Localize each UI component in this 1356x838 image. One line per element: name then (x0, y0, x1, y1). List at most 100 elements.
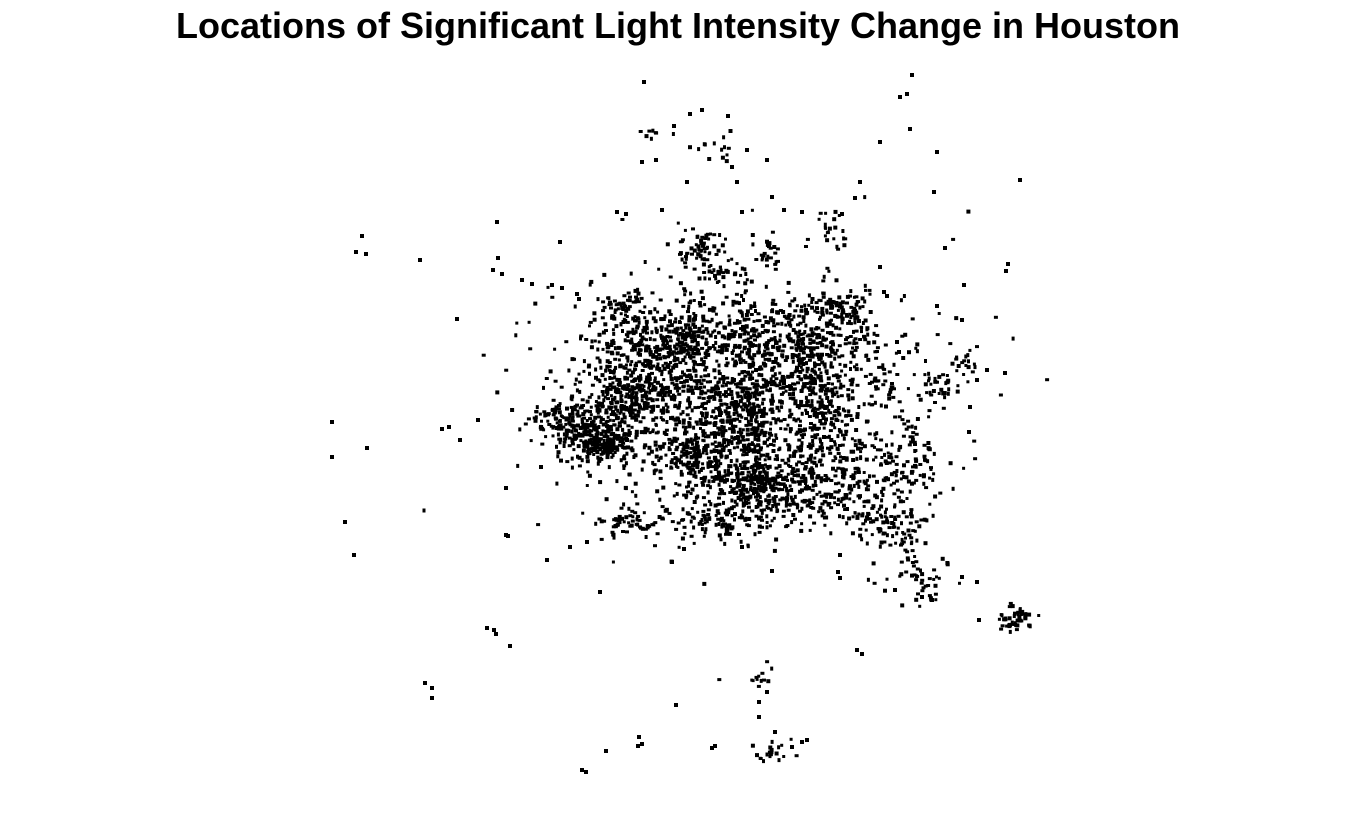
change-point (804, 395, 808, 400)
change-point (611, 453, 615, 458)
change-point (786, 290, 791, 294)
change-point (762, 406, 766, 410)
change-point (764, 383, 769, 387)
change-point (710, 271, 714, 274)
change-point (831, 382, 834, 386)
change-point (782, 208, 786, 212)
change-point (736, 445, 740, 449)
change-point (617, 514, 622, 518)
change-point (855, 456, 859, 461)
change-point (709, 264, 713, 267)
change-point (744, 460, 748, 464)
change-point (681, 384, 686, 388)
change-point (652, 522, 656, 527)
change-point (798, 346, 803, 350)
change-point (620, 516, 624, 521)
change-point (828, 429, 833, 433)
change-point (819, 389, 824, 393)
change-point (687, 396, 691, 400)
change-point (771, 476, 776, 480)
change-point (567, 444, 572, 448)
change-point (667, 448, 671, 451)
change-point (757, 530, 762, 534)
change-point (689, 291, 693, 296)
change-point (809, 404, 813, 409)
change-point (922, 481, 926, 486)
change-point (768, 745, 773, 750)
change-point (796, 323, 800, 327)
change-point (690, 388, 695, 393)
change-point (962, 359, 967, 363)
change-point (721, 375, 726, 378)
change-point (732, 345, 737, 349)
change-point (586, 449, 590, 454)
change-point (755, 479, 760, 483)
change-point (714, 253, 719, 256)
change-point (721, 271, 726, 275)
change-point (608, 370, 613, 374)
change-point (789, 323, 793, 328)
change-point (750, 441, 754, 445)
change-point (854, 329, 859, 333)
change-point (799, 433, 803, 437)
change-point (765, 158, 769, 162)
change-point (819, 422, 824, 426)
change-point (735, 474, 740, 478)
change-point (808, 341, 812, 345)
change-point (803, 427, 807, 432)
change-point (540, 442, 545, 446)
change-point (754, 505, 758, 509)
change-point (780, 458, 785, 462)
change-point (688, 112, 692, 116)
change-point (796, 445, 800, 449)
change-point (619, 405, 624, 409)
change-point (870, 506, 875, 510)
change-point (755, 465, 760, 470)
change-point (574, 377, 578, 382)
change-point (738, 333, 743, 337)
change-point (725, 513, 730, 517)
change-point (842, 503, 846, 508)
change-point (627, 368, 632, 372)
change-point (925, 518, 929, 523)
change-point (821, 295, 826, 299)
change-point (687, 512, 692, 516)
change-point (556, 432, 560, 437)
change-point (541, 426, 545, 430)
change-point (546, 285, 550, 289)
change-point (683, 289, 688, 293)
change-point (621, 441, 626, 445)
change-point (679, 381, 684, 384)
change-point (772, 381, 777, 385)
change-point (789, 495, 793, 500)
change-point (723, 469, 727, 474)
change-point (844, 338, 848, 342)
change-point (759, 430, 763, 435)
change-point (737, 516, 741, 520)
change-point (803, 330, 807, 334)
change-point (739, 327, 743, 331)
change-point (827, 408, 831, 413)
change-point (447, 425, 451, 429)
change-point (798, 424, 802, 428)
change-point (843, 409, 847, 413)
change-point (819, 494, 823, 498)
change-point (627, 394, 632, 399)
change-point (530, 282, 534, 286)
change-point (749, 306, 753, 310)
change-point (910, 438, 915, 442)
change-point (703, 391, 708, 395)
change-point (855, 412, 860, 417)
change-point (781, 478, 786, 481)
change-point (640, 343, 645, 347)
change-point (644, 134, 649, 139)
change-point (679, 472, 684, 477)
change-point (596, 461, 600, 466)
change-point (736, 496, 741, 500)
change-point (813, 479, 817, 484)
change-point (794, 343, 799, 347)
change-point (681, 370, 684, 375)
change-point (600, 390, 605, 393)
change-point (828, 494, 833, 499)
change-point (736, 280, 741, 284)
